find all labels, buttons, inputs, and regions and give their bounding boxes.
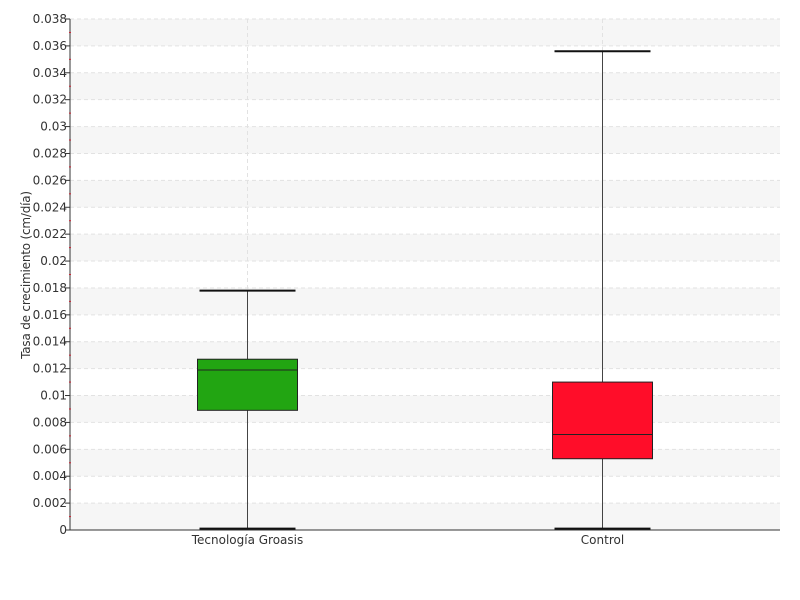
y-tick-label: 0.034 [33, 66, 67, 80]
y-tick-label: 0.018 [33, 281, 67, 295]
grid-band [70, 19, 780, 46]
y-tick-label: 0.016 [33, 308, 67, 322]
y-tick-label: 0.01 [40, 389, 67, 403]
y-tick-label: 0.038 [33, 12, 67, 26]
y-tick-label: 0.004 [33, 469, 67, 483]
y-tick-label: 0.026 [33, 173, 67, 187]
y-tick-label: 0.002 [33, 496, 67, 510]
grid-band [70, 126, 780, 154]
y-tick-label: 0.024 [33, 200, 67, 214]
x-tick-label: Control [581, 533, 624, 547]
y-tick-label: 0.036 [33, 39, 67, 53]
x-tick-label: Tecnología Groasis [191, 533, 304, 547]
grid-band [70, 287, 780, 315]
box-iqr [197, 358, 298, 411]
grid-band [70, 234, 780, 262]
y-tick-label: 0.028 [33, 146, 67, 160]
y-tick-label: 0.006 [33, 442, 67, 456]
y-tick-label: 0.02 [40, 254, 67, 268]
box-iqr [552, 381, 653, 460]
grid-band [70, 503, 780, 530]
y-tick-label: 0.03 [40, 120, 67, 134]
y-tick-label: 0.032 [33, 93, 67, 107]
y-axis-label: Tasa de crecimiento (cm/día) [19, 191, 33, 359]
y-tick-label: 0 [59, 523, 67, 537]
grid-band [70, 395, 780, 423]
grid-band [70, 449, 780, 477]
y-tick-label: 0.014 [33, 335, 67, 349]
grid-band [70, 180, 780, 208]
y-tick-label: 0.008 [33, 415, 67, 429]
grid-band [70, 341, 780, 369]
y-tick-label: 0.012 [33, 362, 67, 376]
grid-band [70, 72, 780, 100]
y-tick-label: 0.022 [33, 227, 67, 241]
